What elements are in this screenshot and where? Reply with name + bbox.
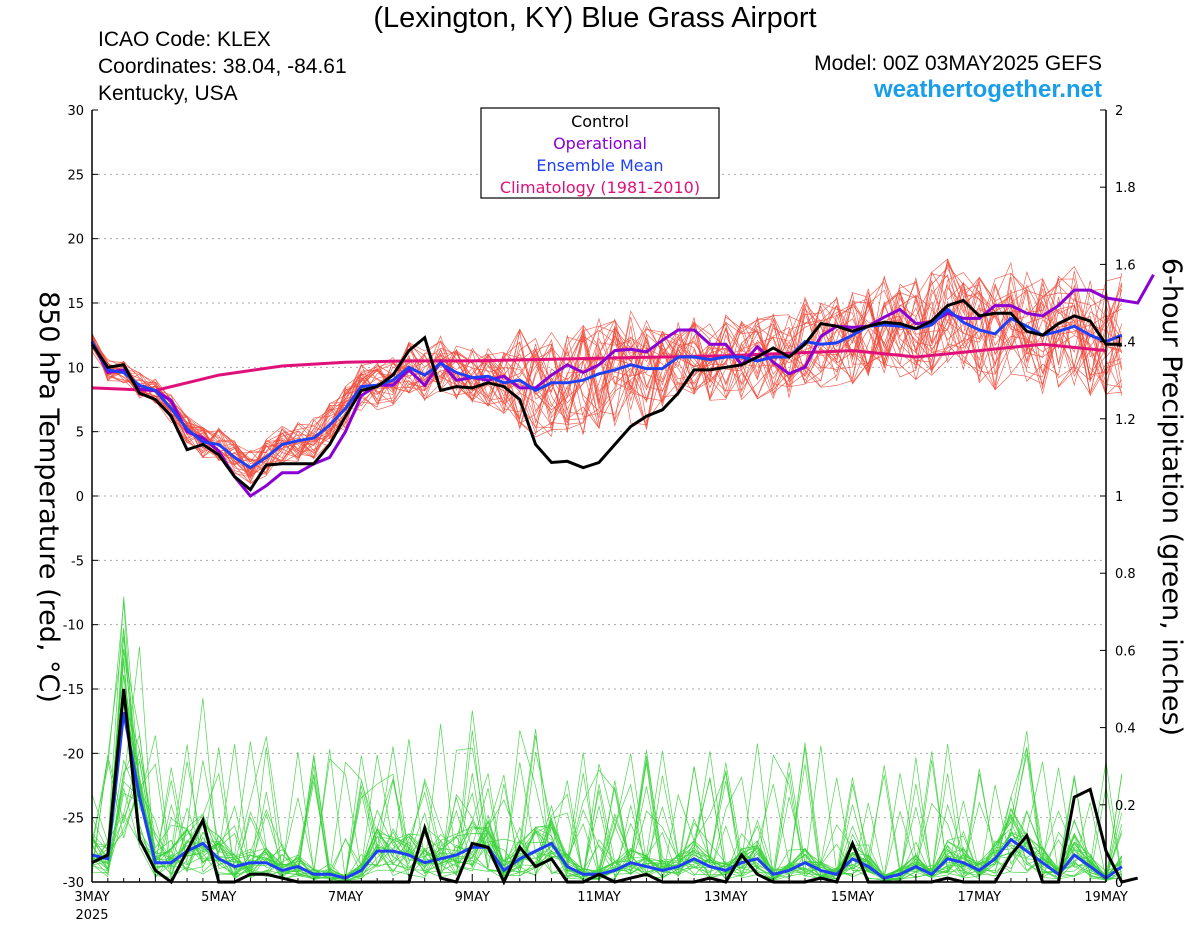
- y-tick-label: 10: [67, 361, 84, 376]
- y2-tick-label: 0.2: [1115, 799, 1136, 814]
- y-tick-label: -15: [63, 683, 84, 698]
- x-tick-label: 5MAY: [201, 890, 236, 905]
- y2-tick-label: 1: [1115, 490, 1123, 505]
- y2-tick-label: 2: [1115, 104, 1123, 119]
- model-run: Model: 00Z 03MAY2025 GEFS: [814, 52, 1102, 75]
- y-tick-label: -20: [63, 747, 84, 762]
- y2-tick-label: 1.2: [1115, 413, 1136, 428]
- ensemble-mean-line: [90, 307, 1123, 470]
- y-tick-label: -25: [63, 812, 84, 827]
- y-tick-label: -30: [63, 876, 84, 891]
- temp-member-line: [91, 261, 1123, 465]
- temp-member-line: [91, 289, 1123, 483]
- y2-tick-label: 0.6: [1115, 644, 1136, 659]
- legend-box: [480, 107, 720, 199]
- operational-line: [90, 273, 1155, 498]
- climatology-line: [91, 342, 1107, 393]
- y-tick-label: 0: [76, 490, 84, 505]
- temp-member-line: [91, 266, 1122, 474]
- ensemble-members: [91, 258, 1123, 882]
- control-line: [90, 298, 1122, 492]
- temp-member-line: [91, 267, 1123, 464]
- y-tick-label: 15: [67, 297, 84, 312]
- precip-mean-line: [91, 711, 1123, 880]
- grid-lines: [92, 173, 1106, 819]
- x-tick-label: 15MAY: [831, 890, 875, 905]
- precip-member-line: [91, 629, 1122, 881]
- precip-member-line: [91, 733, 1123, 882]
- legend-entry: Climatology (1981-2010): [500, 178, 700, 197]
- brand-link[interactable]: weathertogether.net: [873, 76, 1102, 103]
- y-tick-label: 30: [67, 104, 84, 119]
- x-tick-label: 3MAY: [74, 890, 109, 905]
- precip-member-line: [91, 735, 1123, 882]
- precip-member-line: [91, 701, 1123, 881]
- precip-member-line: [91, 724, 1122, 881]
- region: Kentucky, USA: [98, 82, 238, 105]
- precip-control-line: [91, 688, 1139, 886]
- y2-tick-label: 1.6: [1115, 258, 1136, 273]
- y-tick-label: 25: [67, 168, 84, 183]
- legend-entry: Control: [571, 112, 629, 131]
- x-tick-year: 2025: [75, 908, 108, 923]
- y-tick-label: -10: [63, 619, 84, 634]
- legend: Control Operational Ensemble Mean Climatolo…: [480, 107, 720, 199]
- y-tick-label: 5: [76, 426, 84, 441]
- temp-member-line: [91, 272, 1123, 484]
- y-tick-label: 20: [67, 233, 84, 248]
- y2-tick-label: 0: [1115, 876, 1123, 891]
- icao-code: ICAO Code: KLEX: [98, 28, 271, 51]
- precip-member-line: [91, 703, 1123, 882]
- temp-member-line: [91, 291, 1123, 484]
- legend-entry: Ensemble Mean: [536, 156, 663, 175]
- x-tick-label: 7MAY: [328, 890, 363, 905]
- y-axis-label-right: 6-hour Precipitation (green, inches): [1156, 258, 1187, 736]
- x-tick-label: 9MAY: [455, 890, 490, 905]
- axes: 302520151050-5-10-15-20-25-3021.81.61.41…: [63, 104, 1136, 923]
- y2-tick-label: 0.8: [1115, 567, 1136, 582]
- y-axis-label-left: 850 hPa Temperature (red, °C): [33, 291, 64, 703]
- precip-member-line: [91, 742, 1122, 880]
- page-title: (Lexington, KY) Blue Grass Airport: [373, 2, 817, 34]
- x-tick-label: 13MAY: [704, 890, 748, 905]
- precip-member-line: [91, 730, 1123, 881]
- y2-tick-label: 1.4: [1115, 336, 1136, 351]
- precip-member-line: [91, 749, 1123, 881]
- precip-member-line: [91, 660, 1123, 881]
- precip-member-line: [91, 596, 1123, 881]
- legend-entry: Operational: [553, 134, 647, 153]
- x-tick-label: 19MAY: [1084, 890, 1128, 905]
- temp-member-line: [91, 280, 1123, 469]
- precip-member-line: [91, 751, 1123, 881]
- temp-member-line: [91, 258, 1123, 464]
- precip-member-line: [91, 602, 1122, 881]
- coordinates: Coordinates: 38.04, -84.61: [98, 55, 347, 78]
- y2-tick-label: 1.8: [1115, 181, 1136, 196]
- y-tick-label: -5: [71, 554, 84, 569]
- y2-tick-label: 0.4: [1115, 722, 1136, 737]
- x-tick-label: 17MAY: [957, 890, 1001, 905]
- precip-member-line: [91, 700, 1123, 881]
- x-tick-label: 11MAY: [577, 890, 621, 905]
- temp-member-line: [91, 272, 1122, 484]
- precip-member-line: [91, 674, 1123, 881]
